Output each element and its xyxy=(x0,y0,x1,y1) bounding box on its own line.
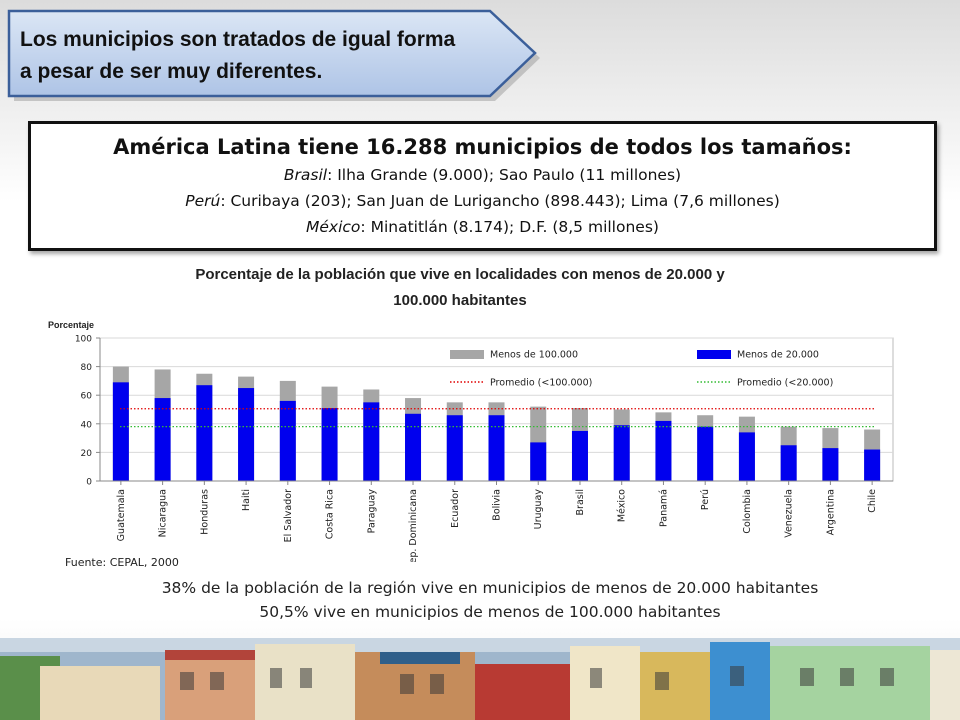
x-tick-label-15: Colombia xyxy=(742,489,753,534)
x-tick-label-6: Paraguay xyxy=(366,489,377,534)
y-tick-label-20: 20 xyxy=(81,449,93,459)
x-tick-label-14: Perú xyxy=(700,489,711,510)
x-tick-label-10: Uruguay xyxy=(533,489,544,530)
summary-line-1: 38% de la población de la región vive en… xyxy=(161,579,819,597)
y-tick-label-80: 80 xyxy=(81,363,93,373)
info-country-mexico: México xyxy=(306,218,361,236)
legend-label-1: Menos de 20.000 xyxy=(737,350,819,361)
callout-text: Los municipios son tratados de igual for… xyxy=(20,24,510,88)
y-tick-label-60: 60 xyxy=(81,392,93,402)
x-tick-label-12: México xyxy=(617,489,628,522)
info-text-peru: : Curibaya (203); San Juan de Lurigancho… xyxy=(220,192,780,210)
bar-menos-20000-1 xyxy=(154,398,171,481)
legend-label-3: Promedio (<20.000) xyxy=(737,378,833,389)
y-tick-label-100: 100 xyxy=(75,335,92,345)
bar-menos-20000-6 xyxy=(363,402,380,481)
x-tick-label-16: Venezuela xyxy=(784,489,795,538)
colorful-buildings-photo xyxy=(0,638,960,720)
bar-menos-20000-2 xyxy=(196,385,213,481)
y-tick-label-0: 0 xyxy=(86,478,92,488)
bar-menos-20000-8 xyxy=(446,415,463,481)
chart-title-line-2: 100.000 habitantes xyxy=(393,292,527,309)
bar-menos-20000-11 xyxy=(571,430,588,481)
info-box: América Latina tiene 16.288 municipios d… xyxy=(28,121,937,251)
legend-swatch-0 xyxy=(450,350,484,359)
x-tick-label-7: Rep. Dominicana xyxy=(408,489,419,562)
x-tick-label-13: Panamá xyxy=(658,489,669,527)
legend-swatch-1 xyxy=(697,350,731,359)
bar-menos-20000-9 xyxy=(488,415,505,481)
x-tick-label-5: Costa Rica xyxy=(325,489,336,539)
bar-menos-20000-12 xyxy=(613,425,630,481)
callout-line-1: Los municipios son tratados de igual for… xyxy=(20,28,456,51)
callout-banner: Los municipios son tratados de igual for… xyxy=(0,0,960,110)
bar-menos-20000-15 xyxy=(738,432,755,481)
info-heading: América Latina tiene 16.288 municipios d… xyxy=(113,135,852,159)
x-tick-label-2: Honduras xyxy=(199,489,210,535)
info-line-brasil: Brasil: Ilha Grande (9.000); Sao Paulo (… xyxy=(31,162,934,188)
legend-label-0: Menos de 100.000 xyxy=(490,350,578,361)
x-tick-label-11: Brasil xyxy=(575,489,586,515)
bar-menos-20000-5 xyxy=(321,408,338,481)
bar-chart: Porcentaje 0 20 40 60 80 100 Guatemala Nicaragua… xyxy=(48,320,894,562)
info-line-mexico: México: Minatitlán (8.174); D.F. (8,5 mi… xyxy=(31,214,934,240)
info-line-peru: Perú: Curibaya (203); San Juan de Luriga… xyxy=(31,188,934,214)
legend-label-2: Promedio (<100.000) xyxy=(490,378,592,389)
info-country-brasil: Brasil xyxy=(283,166,328,184)
bar-menos-20000-17 xyxy=(822,448,839,481)
info-country-peru: Perú xyxy=(185,192,221,210)
y-tick-label-40: 40 xyxy=(81,420,93,430)
summary-line-2: 50,5% vive en municipios de menos de 100… xyxy=(259,603,721,621)
x-tick-label-9: Bolivia xyxy=(492,489,503,521)
bar-menos-20000-18 xyxy=(864,449,881,481)
chart-title: Porcentaje de la población que vive en l… xyxy=(100,262,820,314)
x-tick-label-17: Argentina xyxy=(825,489,836,535)
bar-menos-20000-10 xyxy=(530,442,547,481)
bar-menos-20000-7 xyxy=(405,413,422,481)
bar-menos-20000-4 xyxy=(279,400,296,481)
bar-menos-20000-3 xyxy=(238,388,255,481)
x-tick-label-4: El Salvador xyxy=(283,489,294,542)
callout-arrow-shape xyxy=(7,9,540,101)
bar-menos-20000-16 xyxy=(780,445,797,481)
x-tick-label-3: Haiti xyxy=(241,489,252,511)
x-tick-label-18: Chile xyxy=(867,489,878,513)
source-note: Fuente: CEPAL, 2000 xyxy=(65,556,179,569)
callout-line-2: a pesar de ser muy diferentes. xyxy=(20,60,323,83)
x-tick-label-8: Ecuador xyxy=(450,489,461,528)
bar-menos-20000-14 xyxy=(697,426,714,481)
chart-title-line-1: Porcentaje de la población que vive en l… xyxy=(195,266,725,283)
x-tick-label-1: Nicaragua xyxy=(158,489,169,537)
bar-menos-20000-0 xyxy=(112,382,129,481)
y-axis-label: Porcentaje xyxy=(48,320,94,330)
bar-menos-20000-13 xyxy=(655,420,672,481)
x-tick-label-0: Guatemala xyxy=(116,489,127,541)
summary: 38% de la población de la región vive en… xyxy=(40,576,940,624)
info-text-brasil: : Ilha Grande (9.000); Sao Paulo (11 mil… xyxy=(327,166,682,184)
info-text-mexico: : Minatitlán (8.174); D.F. (8,5 millones… xyxy=(360,218,659,236)
